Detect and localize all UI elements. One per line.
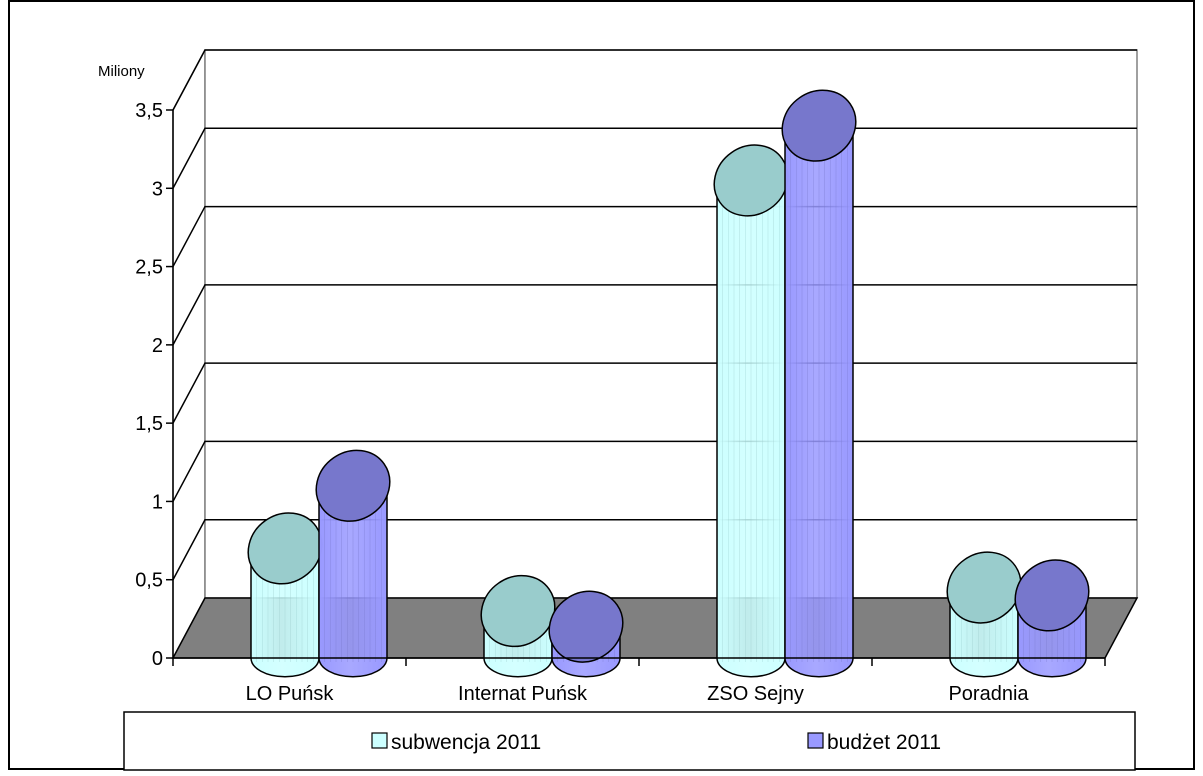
legend-swatch <box>371 732 388 749</box>
category-label: LO Puńsk <box>246 683 335 705</box>
legend-box <box>123 711 1136 771</box>
left-wall <box>172 49 206 659</box>
bar-top <box>781 89 857 162</box>
category-labels: LO Puńsk Internat Puńsk ZSO Sejny Poradnia <box>246 683 1030 705</box>
legend: subwencja 2011 budżet 2011 <box>123 711 1136 771</box>
bar-budzet-2 <box>781 89 857 678</box>
bar-subwencja-2 <box>713 144 789 678</box>
y-tick-label: 1 <box>152 491 163 513</box>
bar-budzet-1 <box>548 590 624 678</box>
y-tick-label: 2 <box>152 335 163 357</box>
gridline <box>172 49 1137 111</box>
bar-budzet-3 <box>1014 559 1090 678</box>
y-tick-label: 0,5 <box>135 570 163 592</box>
bar-budzet-0 <box>315 449 391 678</box>
bar-subwencja-3 <box>946 551 1022 678</box>
axes <box>166 109 1106 666</box>
unit-label: Miliony <box>98 63 145 80</box>
chart-walls <box>172 49 1138 659</box>
bar-subwencja-0 <box>247 512 323 678</box>
bar-top <box>247 512 323 585</box>
bar-top <box>946 551 1022 624</box>
bars <box>247 89 1090 678</box>
bar-subwencja-1 <box>480 574 556 678</box>
bar-top <box>1014 559 1090 632</box>
category-label: ZSO Sejny <box>707 683 804 705</box>
y-tick-label: 2,5 <box>135 257 163 279</box>
y-tick-label: 3 <box>152 178 163 200</box>
bar-top <box>548 590 624 663</box>
legend-label: subwencja 2011 <box>391 731 541 754</box>
category-label: Internat Puńsk <box>458 683 588 705</box>
legend-swatch <box>807 732 824 749</box>
y-tick-label: 1,5 <box>135 413 163 435</box>
bar-top <box>315 449 391 522</box>
category-label: Poradnia <box>948 683 1029 705</box>
bar-top <box>480 574 556 648</box>
y-tick-label: 3,5 <box>135 100 163 122</box>
legend-label: budżet 2011 <box>827 731 941 754</box>
y-tick-labels: 0 0,5 1 1,5 2 2,5 3 3,5 <box>135 100 163 670</box>
bar-top <box>713 144 789 217</box>
y-tick-label: 0 <box>152 648 163 670</box>
